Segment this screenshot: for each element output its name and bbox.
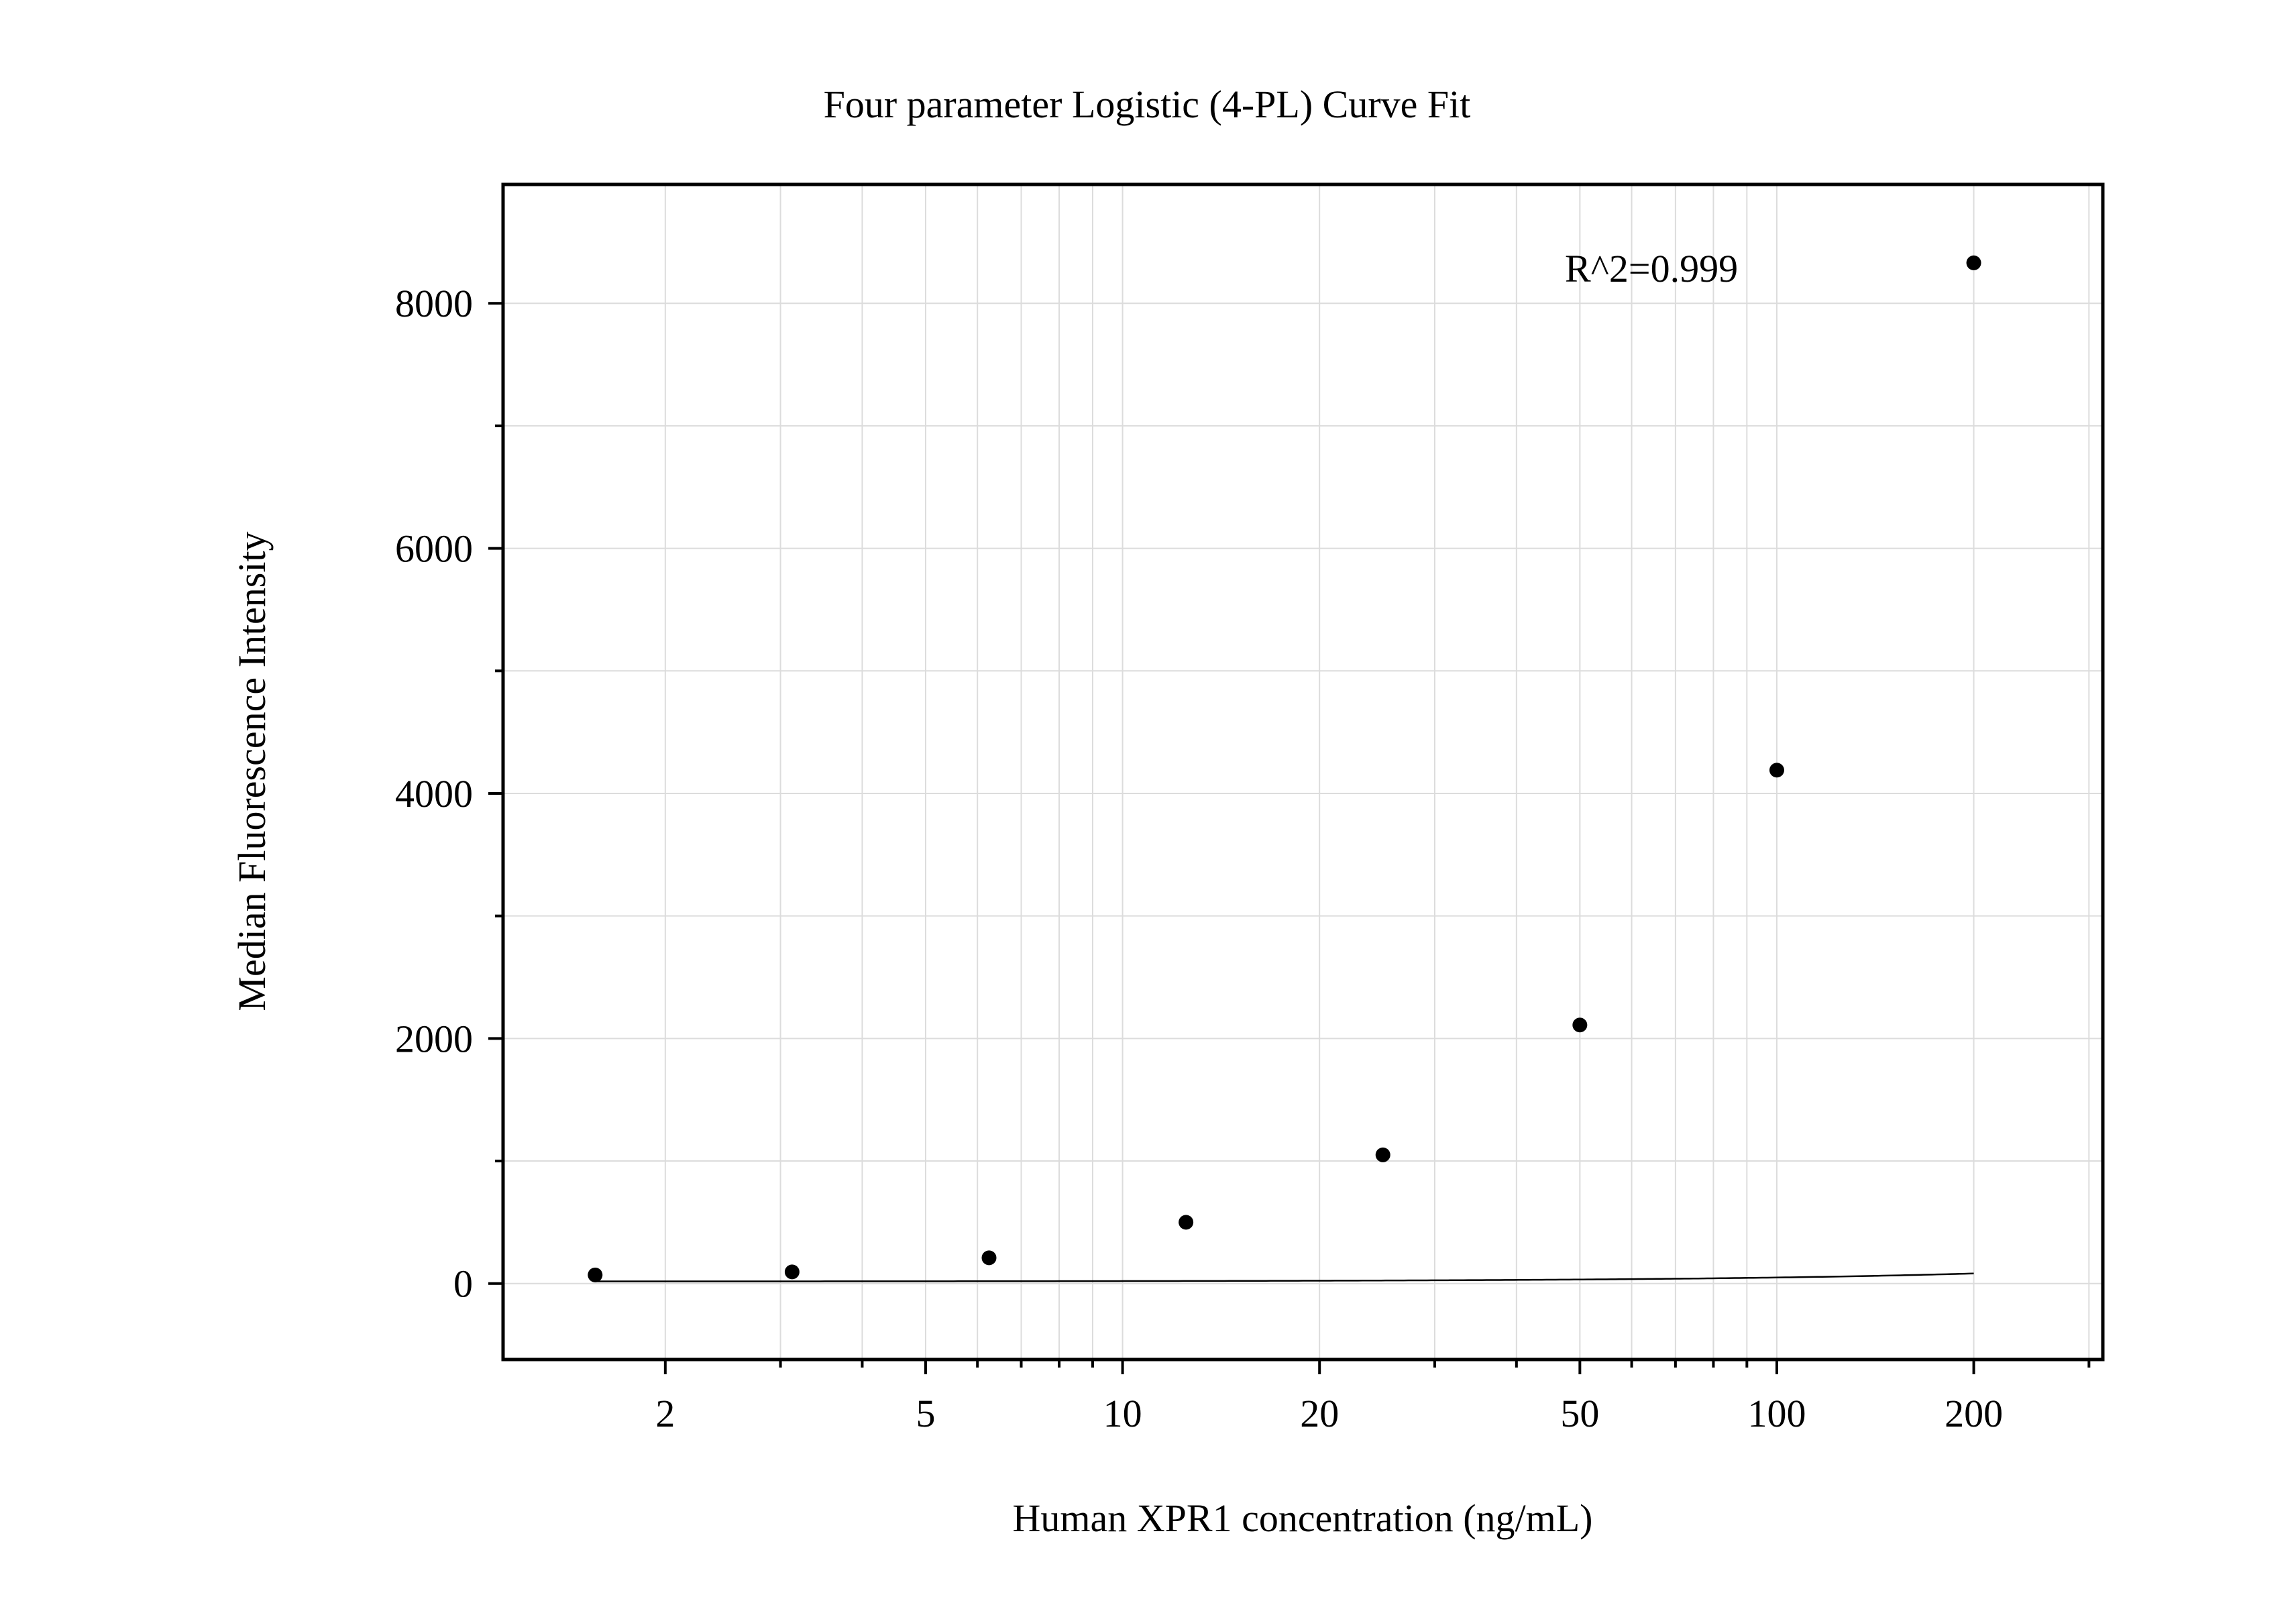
data-point — [1179, 1215, 1194, 1230]
y-tick-label: 0 — [453, 1262, 473, 1306]
x-tick-label: 100 — [1747, 1392, 1806, 1435]
data-point — [1572, 1017, 1588, 1033]
plot-frame — [501, 182, 2105, 1362]
points-layer — [588, 255, 1981, 1282]
grid-layer — [503, 184, 2103, 1360]
data-point — [1966, 255, 1981, 270]
x-tick-label: 200 — [1945, 1392, 2003, 1435]
data-point — [588, 1267, 603, 1282]
x-axis-label: Human XPR1 concentration (ng/mL) — [1013, 1496, 1593, 1540]
data-point — [981, 1250, 997, 1266]
y-tick-label: 6000 — [395, 527, 473, 571]
x-tick-label: 5 — [916, 1392, 935, 1435]
x-tick-label: 20 — [1300, 1392, 1339, 1435]
y-tick-label: 8000 — [395, 282, 473, 325]
chart-title: Four parameter Logistic (4-PL) Curve Fit — [824, 82, 1471, 126]
fit-curve — [595, 1272, 1974, 1282]
y-axis-label: Median Fluorescence Intensity — [230, 531, 274, 1011]
x-tick-label: 10 — [1103, 1392, 1142, 1435]
data-point — [1769, 763, 1784, 778]
x-tick-label: 50 — [1560, 1392, 1599, 1435]
y-tick-label: 4000 — [395, 772, 473, 816]
curve-layer — [595, 1272, 1974, 1282]
ticks-layer — [488, 302, 2091, 1374]
y-tick-label: 2000 — [395, 1017, 473, 1060]
data-point — [1375, 1147, 1390, 1162]
data-point — [784, 1264, 800, 1280]
x-tick-label: 2 — [655, 1392, 675, 1435]
r-squared-annotation: R^2=0.999 — [1565, 247, 1738, 290]
